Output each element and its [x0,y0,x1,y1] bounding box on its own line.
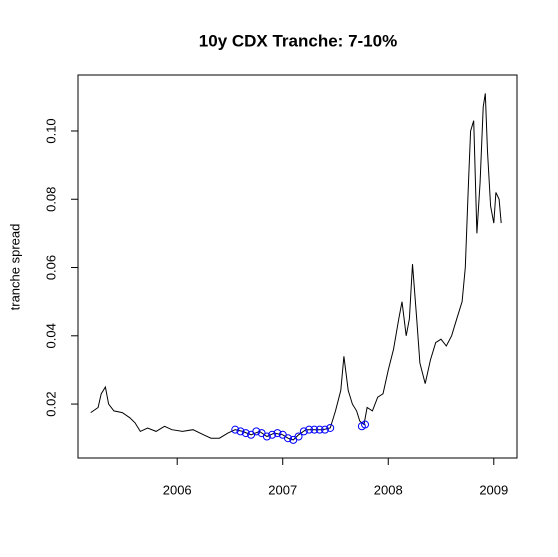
point [241,429,250,438]
y-tick-label: 0.08 [43,187,58,212]
point [326,423,335,432]
point [299,427,308,436]
series-line [90,93,502,441]
y-tick-label: 0.06 [43,255,58,280]
x-tick-label: 2006 [163,482,192,497]
point [252,427,261,436]
x-tick-label: 2008 [374,482,403,497]
chart-title: 10y CDX Tranche: 7-10% [199,31,397,50]
x-tick-label: 2009 [479,482,508,497]
point [315,425,324,434]
point [294,432,303,441]
plot-frame [77,74,518,459]
point [310,425,319,434]
point [268,430,277,439]
y-axis-label: tranche spread [7,224,22,311]
point [320,425,329,434]
point [262,432,271,441]
point [284,434,293,443]
point [305,425,314,434]
y-tick-label: 0.02 [43,391,58,416]
point [231,425,240,434]
point [236,427,245,436]
point [273,429,282,438]
x-tick-label: 2007 [268,482,297,497]
point [361,420,370,429]
y-tick-label: 0.10 [43,118,58,143]
y-tick-label: 0.04 [43,323,58,348]
